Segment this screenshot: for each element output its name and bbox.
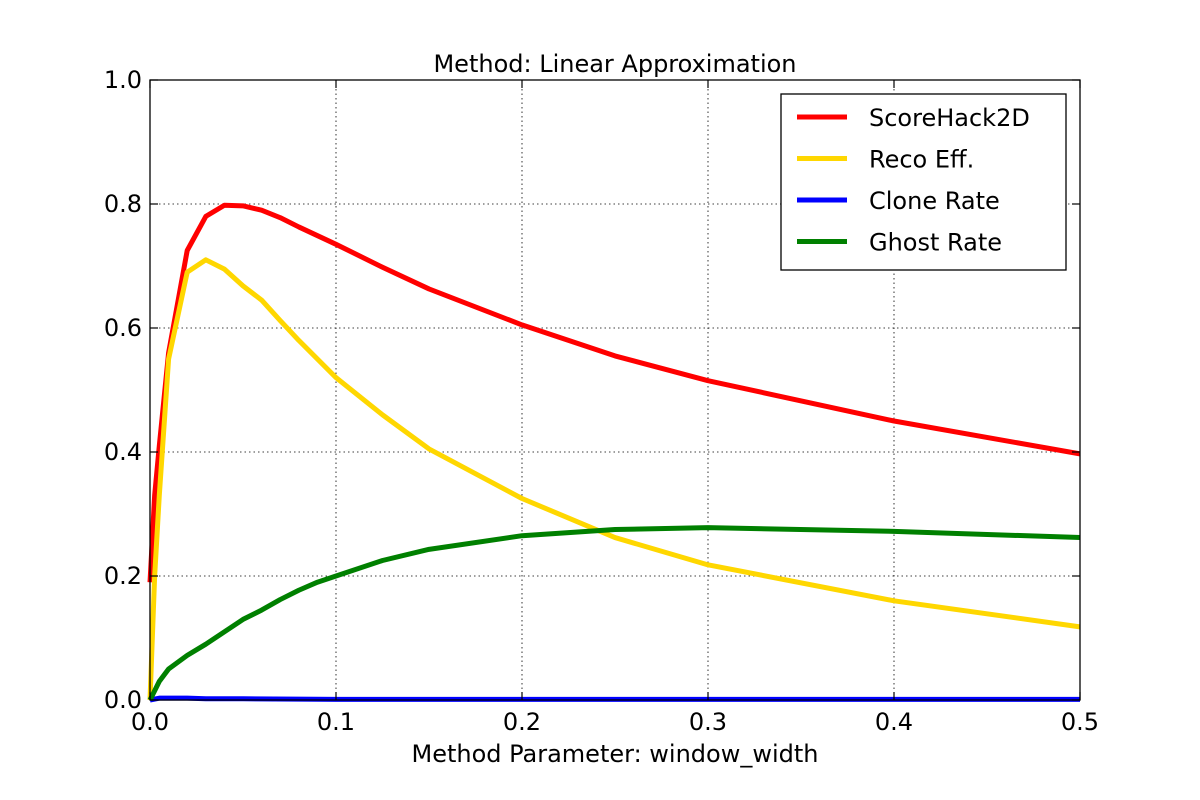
y-tick-label: 1.0: [104, 66, 142, 94]
y-tick-label: 0.4: [104, 438, 142, 466]
legend-label: ScoreHack2D: [869, 104, 1030, 132]
y-tick-label: 0.8: [104, 190, 142, 218]
series-line-4: [147, 525, 1081, 702]
legend-label: Ghost Rate: [869, 229, 1002, 257]
x-tick-label: 0.2: [503, 708, 541, 736]
y-tick-label: 0.2: [104, 562, 142, 590]
axis-ticks: 0.0 0.1 0.2 0.3 0.4 0.5 0.0 0.2 0.4 0.6 0.8 1.0: [104, 66, 1099, 736]
legend-label: Clone Rate: [869, 187, 1000, 215]
y-tick-label: 0.6: [104, 314, 142, 342]
chart-title: Method: Linear Approximation: [433, 50, 796, 78]
x-tick-label: 0.3: [689, 708, 727, 736]
x-axis-title: Method Parameter: window_width: [411, 740, 818, 768]
x-tick-label: 0.0: [131, 708, 169, 736]
x-tick-label: 0.4: [875, 708, 913, 736]
legend: ScoreHack2D Reco Eff. Clone Rate Ghost Rate: [780, 93, 1067, 271]
series-line-2: [147, 257, 1081, 701]
plot-frame: [149, 79, 1081, 701]
legend-label: Reco Eff.: [869, 146, 974, 174]
x-tick-label: 0.5: [1061, 708, 1099, 736]
x-tick-label: 0.1: [317, 708, 355, 736]
y-tick-label: 0.0: [104, 686, 142, 714]
